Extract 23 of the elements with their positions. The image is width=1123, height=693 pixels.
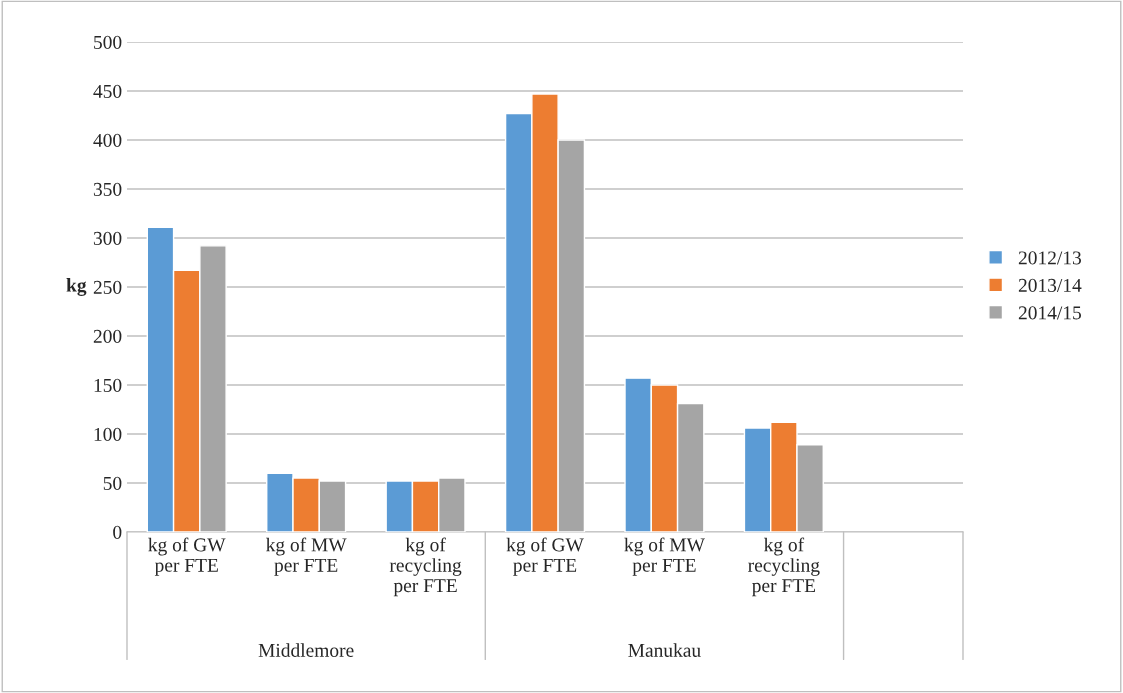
x-tick-label: kg of MW per FTE: [624, 537, 705, 576]
legend-label: 2013/14: [1018, 278, 1082, 292]
x-tick-label: kg of GW per FTE: [148, 537, 226, 576]
text: Middlemore: [258, 643, 354, 657]
y-tick-label: 400: [93, 133, 122, 147]
x-tick-label: kg of recycling per FTE: [748, 537, 820, 597]
y-tick-label: 450: [93, 84, 122, 98]
x-tick-label: kg of GW per FTE: [506, 537, 584, 576]
y-tick-label: 50: [103, 476, 122, 490]
x-tick-label: kg of MW per FTE: [266, 537, 347, 576]
y-axis-title: kg: [66, 278, 87, 296]
y-tick-label: 100: [94, 427, 122, 441]
y-tick-label: 300: [93, 231, 122, 245]
y-tick-label: 150: [94, 378, 122, 392]
y-tick-label: 250: [93, 280, 122, 294]
y-tick-label: 0: [113, 525, 122, 539]
y-tick-label: 500: [94, 35, 122, 49]
y-tick-label: 200: [93, 329, 122, 343]
legend-label: 2014/15: [1018, 306, 1081, 320]
text: Manukau: [628, 643, 701, 657]
legend-label: 2012/13: [1018, 251, 1081, 265]
x-tick-label: kg of recycling per FTE: [389, 537, 462, 597]
y-tick-label: 350: [93, 182, 122, 196]
